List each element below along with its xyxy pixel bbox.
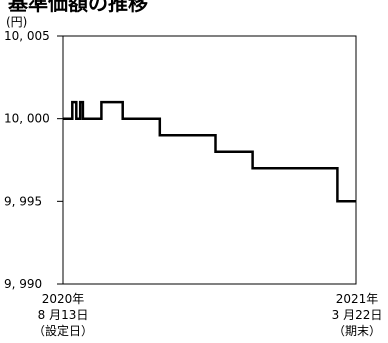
nav-step-line	[63, 100, 356, 203]
x-end-year: 2021年	[336, 292, 379, 306]
chart-title: 基準価額の推移	[8, 0, 148, 15]
x-axis: 2020年 8 月13日 （設定日） 2021年 3 月22日 （期末）	[33, 292, 382, 338]
plot-frame	[62, 35, 357, 285]
x-start-note: （設定日）	[33, 323, 93, 338]
y-tick-label: 9, 995	[4, 194, 42, 208]
x-end-note: （期末）	[333, 324, 381, 338]
x-end-date: 3 月22日	[332, 308, 383, 322]
y-tick-label: 9, 990	[4, 277, 42, 291]
y-axis-unit: (円)	[6, 15, 27, 29]
x-start-year: 2020年	[42, 292, 85, 306]
y-tick-label: 10, 005	[4, 29, 50, 43]
y-tick-label: 10, 000	[4, 112, 50, 126]
x-start-date: 8 月13日	[38, 308, 89, 322]
y-axis: 10, 005 10, 000 9, 995 9, 990	[4, 29, 63, 291]
